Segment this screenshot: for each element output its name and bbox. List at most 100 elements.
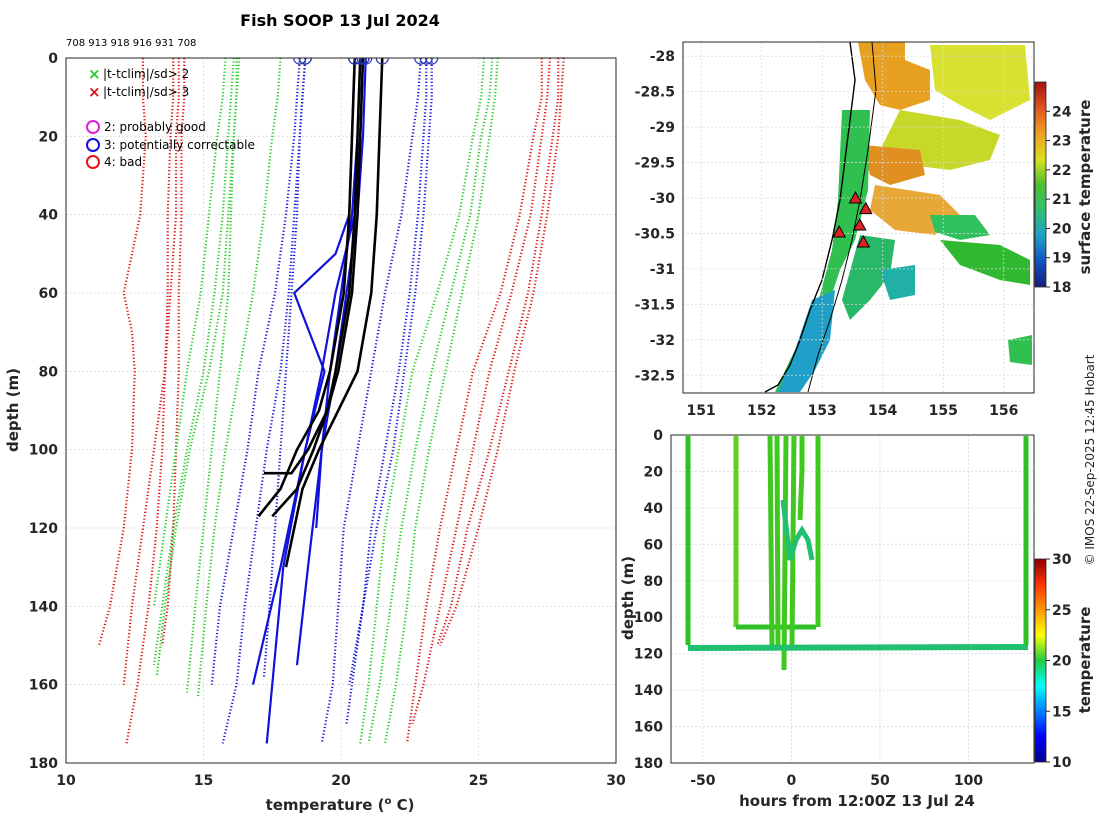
series-clim-3sd-high-4 [438, 58, 565, 646]
sst-coastal-green [775, 110, 870, 392]
sst-ytick: -29.5 [635, 156, 675, 172]
profile-xtick: 15 [194, 773, 213, 789]
series-clim-3sd-high-2 [411, 58, 552, 725]
sst-ytick: -31 [650, 262, 675, 278]
profile-xtick: 30 [606, 773, 626, 789]
sst-green-south [1008, 335, 1032, 365]
profile-ids: 708 913 918 916 931 708 [66, 38, 196, 49]
profile-ylabel: depth (m) [4, 368, 22, 452]
legend-q4-label: 4: bad [104, 155, 142, 169]
td-ytick: 0 [653, 428, 663, 444]
td-ytick: 40 [644, 501, 664, 517]
series-clim-3sd-low-4 [122, 58, 180, 685]
sst-xtick: 155 [929, 403, 958, 419]
sst-xtick: 154 [868, 403, 897, 419]
series-clim-3sd-low-3 [161, 58, 186, 646]
sst-cb-ticklabel: 18 [1052, 280, 1071, 296]
surface-marker [293, 58, 307, 65]
time-depth-ylabel: depth (m) [619, 556, 637, 640]
credit-text: © IMOS 22-Sep-2025 12:45 Hobart [1083, 354, 1097, 565]
profile-xtick: 10 [56, 773, 76, 789]
td-cb-ticklabel: 15 [1052, 704, 1071, 720]
sst-cb-ticklabel: 22 [1052, 163, 1071, 179]
station-marker [832, 224, 846, 238]
sst-colorbar-label: surface temperature [1076, 100, 1094, 275]
sst-ytick: -30.5 [635, 226, 675, 242]
surface-marker [353, 58, 367, 65]
sst-xtick: 152 [747, 403, 776, 419]
time-depth-frame [670, 434, 1035, 764]
station-marker [858, 201, 873, 215]
profile-ytick: 140 [29, 599, 58, 615]
sst-map-field [764, 42, 1032, 393]
time-depth-panel: -50 0 50 100 0 20 40 60 80 100 120 140 160 180 hours … [619, 428, 1094, 810]
series-clim-mean-6 [348, 58, 433, 685]
legend-q3-label: 3: potentially correctable [104, 138, 255, 152]
series-qc3-profile-1 [265, 58, 356, 744]
sst-coastal-cyan [778, 290, 835, 392]
sst-ytick: -30 [650, 191, 676, 207]
profile-ytick: 20 [39, 129, 59, 145]
profile-ytick: 40 [39, 208, 59, 224]
legend-q3-marker [86, 138, 100, 152]
figure-title: Fish SOOP 13 Jul 2024 [240, 11, 440, 30]
station-marker [852, 217, 867, 231]
sst-offshore-green [842, 235, 895, 320]
surface-marker [359, 58, 373, 65]
sst-ytick: -29 [650, 120, 675, 136]
profile-grid [65, 57, 617, 764]
surface-marker [356, 58, 370, 65]
surface-marker [348, 58, 362, 65]
surface-marker [298, 58, 312, 65]
profile-ytick: 100 [29, 443, 58, 459]
series-clim-2sd-high-3 [383, 58, 499, 744]
sst-ytick: -28.5 [635, 85, 675, 101]
td-xtick: 100 [954, 773, 983, 789]
profile-ticks: 10 15 20 25 30 0 20 40 60 80 100 120 140 160 180 [29, 51, 626, 789]
profile-xtick: 25 [469, 773, 488, 789]
series-qc2-profile-3 [264, 58, 365, 475]
sst-cyan-patch [880, 265, 915, 300]
sst-map-ticks: 151 152 153 154 155 156 -28 -28.5 -29 -29.5 -30 -30… [635, 49, 1019, 419]
sst-map-stations [832, 190, 873, 248]
time-depth-bottom [687, 644, 1029, 651]
td-cb-ticklabel: 10 [1052, 755, 1072, 771]
sst-cb-ticklabel: 23 [1052, 134, 1071, 150]
series-clim-mean-5 [345, 58, 428, 724]
profile-axes-frame [65, 57, 617, 764]
sst-map-frame [682, 41, 1035, 394]
station-marker [856, 234, 871, 248]
sst-colorbar-ticks: 18 19 20 21 22 23 24 [1046, 104, 1072, 296]
sst-map-grid [683, 42, 1034, 393]
sst-xtick: 153 [808, 403, 837, 419]
td-ytick: 180 [634, 756, 663, 772]
station-marker [848, 190, 863, 204]
profile-ytick: 0 [48, 51, 58, 67]
surface-marker [414, 58, 428, 65]
time-depth-casts-mid [767, 435, 821, 671]
sst-ytick: -28 [650, 49, 675, 65]
td-ytick: 120 [634, 647, 663, 663]
profile-ytick: 180 [29, 756, 58, 772]
time-depth-grid [671, 434, 1034, 764]
sst-map-panel: 151 152 153 154 155 156 -28 -28.5 -29 -29.5 -30 -30… [635, 41, 1094, 419]
series-clim-2sd-low-5 [196, 58, 282, 697]
sst-yellow-north [930, 45, 1030, 120]
td-ytick: 80 [644, 574, 664, 590]
series-clim-3sd-high-3 [436, 58, 560, 646]
td-ytick: 60 [644, 537, 664, 553]
series-clim-mean-3 [262, 58, 307, 677]
profile-series [97, 58, 565, 744]
profile-ytick: 160 [29, 678, 58, 694]
sst-cb-ticklabel: 19 [1052, 251, 1071, 267]
sst-coast-line [764, 42, 856, 393]
series-clim-2sd-low-2 [152, 58, 235, 666]
profile-xlabel: temperature (o C) [266, 796, 415, 814]
profile-ytick: 60 [39, 286, 59, 302]
time-depth-tracks [685, 435, 1029, 671]
legend-x3-label: |t-tclim|/sd> 3 [103, 85, 189, 99]
td-cb-ticklabel: 25 [1052, 603, 1071, 619]
series-qc2-profile-1 [257, 58, 357, 518]
sst-cb-ticklabel: 24 [1052, 104, 1072, 120]
